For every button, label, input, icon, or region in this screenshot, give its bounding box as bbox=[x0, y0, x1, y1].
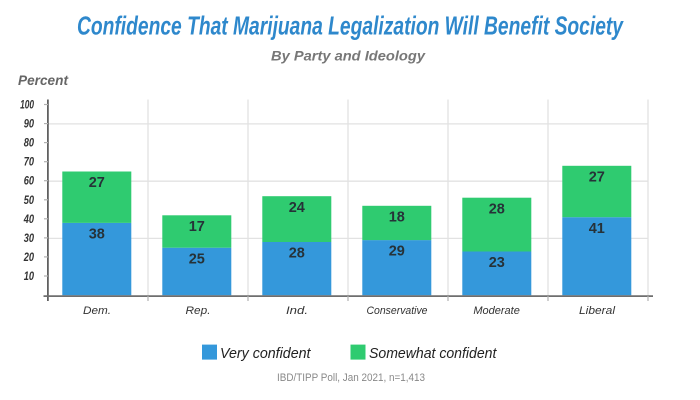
svg-text:38: 38 bbox=[89, 227, 105, 243]
svg-text:Rep.: Rep. bbox=[186, 305, 211, 317]
svg-text:27: 27 bbox=[589, 169, 605, 185]
svg-text:70: 70 bbox=[24, 155, 35, 169]
svg-text:28: 28 bbox=[489, 201, 505, 217]
svg-text:Ind.: Ind. bbox=[286, 305, 308, 317]
svg-text:27: 27 bbox=[89, 175, 105, 191]
svg-text:28: 28 bbox=[289, 246, 305, 262]
svg-text:Liberal: Liberal bbox=[579, 305, 616, 317]
svg-text:40: 40 bbox=[23, 212, 34, 226]
svg-text:IBD/TIPP Poll, Jan 2021, n=1,4: IBD/TIPP Poll, Jan 2021, n=1,413 bbox=[277, 372, 425, 384]
svg-text:By Party and Ideology: By Party and Ideology bbox=[271, 48, 426, 64]
svg-text:24: 24 bbox=[289, 200, 305, 216]
svg-text:Somewhat confident: Somewhat confident bbox=[369, 345, 497, 362]
svg-text:Dem.: Dem. bbox=[83, 305, 111, 317]
svg-text:41: 41 bbox=[589, 221, 605, 237]
svg-text:Conservative: Conservative bbox=[367, 305, 428, 317]
svg-text:90: 90 bbox=[24, 117, 35, 131]
svg-text:29: 29 bbox=[389, 244, 405, 260]
svg-text:10: 10 bbox=[24, 269, 35, 283]
svg-text:Very confident: Very confident bbox=[220, 345, 311, 362]
svg-text:23: 23 bbox=[489, 255, 505, 271]
svg-text:18: 18 bbox=[389, 209, 405, 225]
svg-text:50: 50 bbox=[24, 193, 35, 207]
svg-text:80: 80 bbox=[24, 136, 35, 150]
svg-text:20: 20 bbox=[23, 250, 34, 264]
svg-text:17: 17 bbox=[189, 219, 205, 235]
svg-text:30: 30 bbox=[24, 231, 35, 245]
svg-text:Moderate: Moderate bbox=[473, 305, 520, 317]
svg-text:Confidence That Marijuana Lega: Confidence That Marijuana Legalization W… bbox=[77, 11, 624, 41]
svg-text:25: 25 bbox=[189, 251, 205, 267]
svg-text:Percent: Percent bbox=[18, 72, 69, 88]
svg-text:60: 60 bbox=[24, 174, 35, 188]
svg-text:100: 100 bbox=[20, 98, 34, 112]
